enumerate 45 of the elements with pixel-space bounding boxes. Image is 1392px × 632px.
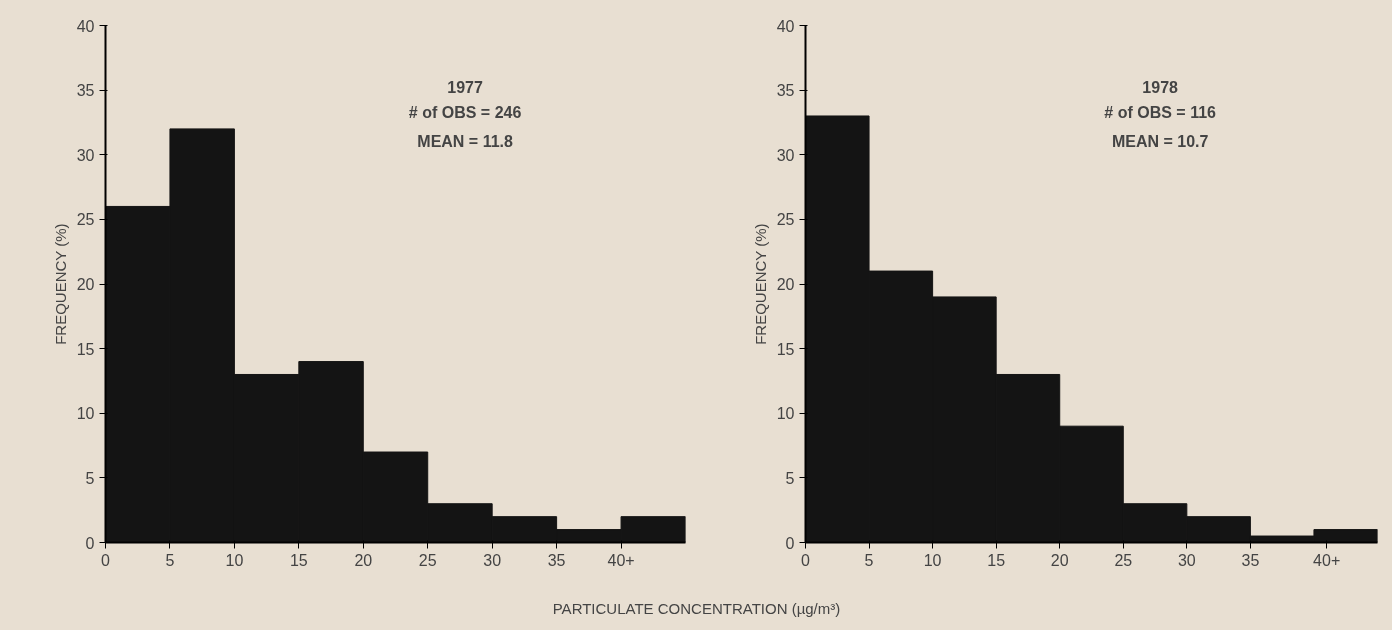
x-tick-label: 5 <box>864 551 874 569</box>
x-tick-label: 10 <box>923 551 942 569</box>
y-tick-label: 25 <box>776 211 795 229</box>
x-tick-label: 40+ <box>607 551 635 569</box>
x-tick-label: 0 <box>801 551 811 569</box>
annotation: # of OBS = 116 <box>1104 104 1217 122</box>
x-tick-label: 20 <box>1050 551 1069 569</box>
y-tick-label: 5 <box>85 469 95 487</box>
y-tick-label: 10 <box>76 405 95 423</box>
y-tick-label: 30 <box>776 146 795 164</box>
y-tick-label: 35 <box>776 82 795 100</box>
x-tick-label: 35 <box>547 551 566 569</box>
x-tick-label: 0 <box>101 551 111 569</box>
annotation: # of OBS = 246 <box>408 104 522 122</box>
x-tick-label: 5 <box>165 551 175 569</box>
y-tick-label: 15 <box>76 340 95 358</box>
y-tick-label: 5 <box>785 469 795 487</box>
x-tick-label: 25 <box>418 551 437 569</box>
y-tick-label: 0 <box>785 534 795 552</box>
annotation: 1977 <box>447 78 483 96</box>
x-tick-label: 25 <box>1114 551 1133 569</box>
x-tick-label: 30 <box>1177 551 1196 569</box>
x-tick-label: 35 <box>1241 551 1260 569</box>
x-tick-label: 40+ <box>1313 551 1341 569</box>
x-tick-label: 15 <box>289 551 308 569</box>
annotation: MEAN = 10.7 <box>1111 132 1209 150</box>
y-tick-label: 10 <box>776 405 795 423</box>
x-tick-label: 15 <box>987 551 1006 569</box>
annotation: MEAN = 11.8 <box>417 132 513 150</box>
y-tick-label: 25 <box>76 211 95 229</box>
annotation: 1978 <box>1142 78 1179 96</box>
y-tick-label: 35 <box>76 82 95 100</box>
x-axis-title: PARTICULATE CONCENTRATION (µg/m³) <box>552 600 841 618</box>
y-axis-title: FREQUENCY (%) <box>51 223 69 345</box>
x-tick-label: 30 <box>483 551 502 569</box>
y-tick-label: 20 <box>76 276 95 293</box>
y-axis-title: FREQUENCY (%) <box>751 223 769 345</box>
x-tick-label: 10 <box>225 551 244 569</box>
y-tick-label: 30 <box>76 146 95 164</box>
y-tick-label: 0 <box>85 534 95 552</box>
y-tick-label: 15 <box>776 340 795 358</box>
x-tick-label: 20 <box>354 551 373 569</box>
y-tick-label: 40 <box>76 17 95 35</box>
y-tick-label: 20 <box>776 276 795 293</box>
y-tick-label: 40 <box>776 17 795 35</box>
